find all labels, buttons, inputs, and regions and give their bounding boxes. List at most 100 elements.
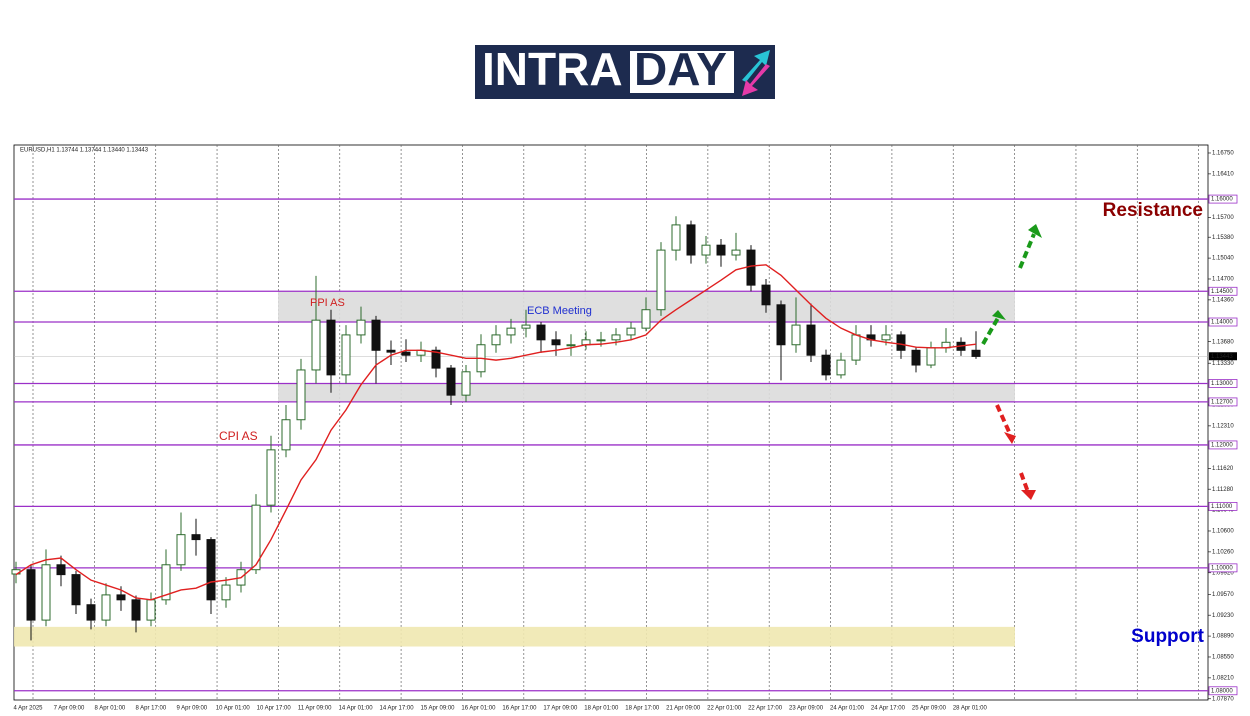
candle-body — [131, 599, 141, 621]
candle-body — [206, 539, 216, 601]
candle-body — [281, 419, 291, 451]
candle-body — [731, 249, 741, 256]
y-tick-label: 1.15040 — [1212, 256, 1234, 262]
candle-body — [86, 604, 96, 621]
level-label: 1.08000 — [1211, 688, 1233, 694]
level-label: 1.12000 — [1211, 443, 1233, 449]
candle-body — [221, 584, 231, 601]
x-tick-label: 10 Apr 01:00 — [216, 706, 251, 712]
level-tag — [1208, 397, 1238, 407]
support-label: Support — [1131, 626, 1204, 647]
level-label: 1.14500 — [1211, 289, 1233, 295]
candle-body — [56, 564, 66, 576]
plot-frame — [13, 144, 1209, 701]
y-tick-label: 1.14360 — [1212, 297, 1234, 303]
y-tick-label: 1.11620 — [1212, 466, 1234, 472]
candle-body — [746, 249, 756, 286]
level-label: 1.10000 — [1211, 565, 1233, 571]
candle-body — [656, 249, 666, 311]
level-tag — [1208, 501, 1238, 511]
candle-body — [761, 284, 771, 306]
x-tick-label: 25 Apr 09:00 — [912, 706, 947, 712]
level-label: 1.14000 — [1211, 320, 1233, 326]
y-tick-label: 1.13330 — [1212, 361, 1234, 367]
x-tick-label: 24 Apr 01:00 — [830, 706, 865, 712]
candle-body — [641, 309, 651, 329]
candle-body — [671, 224, 681, 251]
y-tick-label: 1.07870 — [1212, 696, 1234, 702]
level-tag — [1208, 317, 1238, 327]
candle-body — [821, 354, 831, 376]
arrow-head — [1004, 432, 1016, 444]
logo-box — [630, 51, 734, 93]
logo-arrow-up — [742, 50, 770, 82]
y-tick-label: 1.09920 — [1212, 570, 1234, 576]
candle-body — [116, 594, 126, 601]
logo-left: INTRA — [482, 43, 623, 95]
candle-body — [551, 339, 561, 346]
x-tick-label: 9 Apr 09:00 — [176, 706, 207, 712]
y-tick-label: 1.08550 — [1212, 655, 1234, 661]
y-tick-label: 1.16750 — [1212, 151, 1234, 157]
arrow-head — [992, 310, 1006, 320]
x-tick-label: 11 Apr 09:00 — [298, 706, 332, 712]
y-tick-label: 1.11280 — [1212, 487, 1234, 493]
level-tag — [1208, 440, 1238, 450]
arrow-up — [981, 317, 1000, 345]
candle-body — [806, 324, 816, 356]
level-tag — [1208, 379, 1238, 388]
level-label: 1.16000 — [1211, 197, 1233, 203]
x-tick-label: 14 Apr 01:00 — [339, 706, 374, 712]
arrow-down — [1019, 472, 1030, 493]
candle-body — [926, 347, 936, 366]
annotation: CPI AS — [219, 429, 258, 443]
x-tick-label: 17 Apr 09:00 — [543, 706, 578, 712]
direction-arrows — [981, 224, 1042, 500]
level-tag — [1208, 563, 1238, 573]
x-tick-label: 14 Apr 17:00 — [380, 706, 415, 712]
x-tick-label: 22 Apr 17:00 — [748, 706, 783, 712]
y-tick-label: 1.12310 — [1212, 423, 1234, 429]
level-label: 1.11000 — [1211, 504, 1233, 510]
candle-body — [41, 564, 51, 621]
zone — [14, 626, 1015, 647]
candle-body — [776, 304, 786, 346]
annotation: PPI AS — [310, 297, 345, 309]
candle-body — [161, 564, 171, 601]
x-tick-label: 8 Apr 17:00 — [135, 706, 166, 712]
x-tick-label: 15 Apr 09:00 — [420, 706, 455, 712]
candle-body — [791, 324, 801, 346]
candle-body — [491, 334, 501, 346]
y-tick-label: 1.15700 — [1212, 215, 1234, 221]
candle-body — [596, 339, 606, 342]
candle-body — [971, 349, 981, 357]
candle-body — [896, 334, 906, 351]
resistance-label: Resistance — [1103, 200, 1203, 221]
y-tick-label: 1.09570 — [1212, 592, 1234, 598]
x-tick-label: 4 Apr 2025 — [13, 706, 43, 712]
logo: INTRA DAY — [475, 43, 775, 99]
candle-body — [401, 351, 411, 356]
x-tick-label: 21 Apr 09:00 — [666, 706, 701, 712]
level-tag — [1208, 286, 1238, 296]
candle-body — [296, 369, 306, 421]
y-tick-label: 1.08890 — [1212, 634, 1234, 640]
candle-body — [911, 349, 921, 366]
arrow-up — [1018, 233, 1036, 269]
candle-body — [266, 449, 276, 506]
zone — [278, 383, 1015, 402]
candle-body — [626, 327, 636, 336]
x-tick-label: 22 Apr 01:00 — [707, 706, 742, 712]
candle-body — [251, 504, 261, 571]
y-tick-label: 1.10600 — [1212, 529, 1234, 535]
candle-body — [26, 569, 36, 621]
candle-body — [506, 327, 516, 336]
x-tick-label: 16 Apr 17:00 — [502, 706, 537, 712]
arrow-head — [1021, 490, 1036, 500]
x-tick-label: 24 Apr 17:00 — [871, 706, 906, 712]
candle-body — [311, 319, 321, 371]
candle-body — [146, 599, 156, 621]
annotation: ECB Meeting — [527, 305, 592, 317]
x-tick-label: 16 Apr 01:00 — [461, 706, 496, 712]
candle-body — [176, 534, 186, 566]
